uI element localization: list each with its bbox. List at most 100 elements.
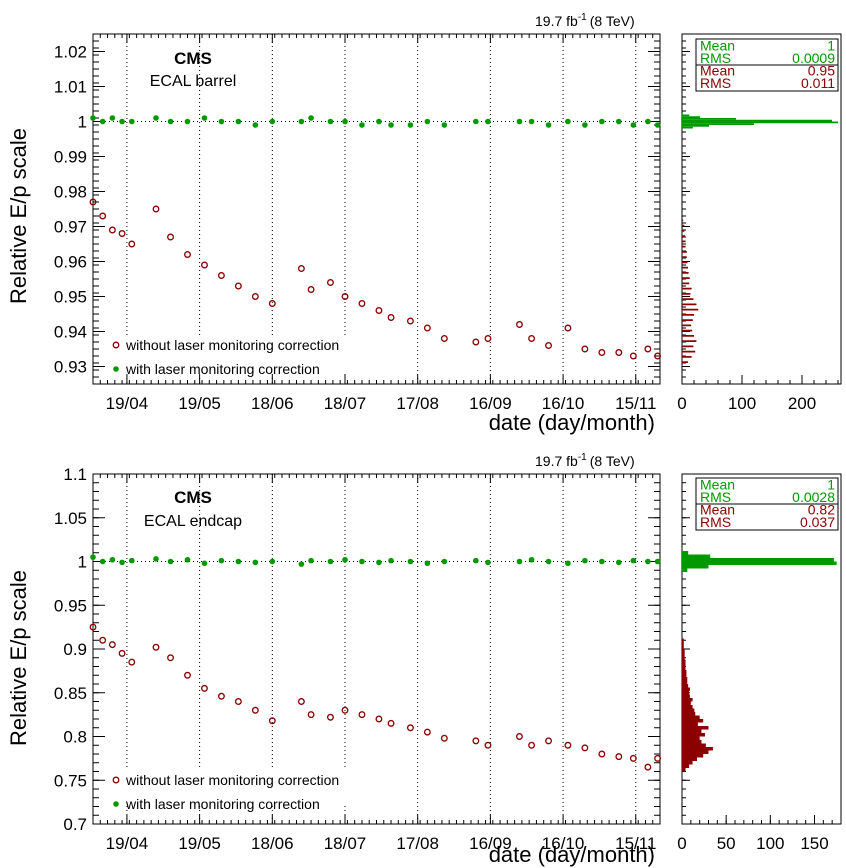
histogram-bar <box>682 740 702 744</box>
histogram-bar <box>682 642 684 646</box>
data-point <box>201 115 208 121</box>
y-tick-label: 1.01 <box>54 78 87 97</box>
data-point <box>630 122 637 128</box>
data-point <box>644 345 652 353</box>
histogram-bar <box>682 119 832 122</box>
data-point <box>341 706 349 714</box>
y-tick-label: 0.8 <box>63 728 87 747</box>
data-point <box>342 556 348 563</box>
histogram-bar <box>682 757 698 761</box>
stats-label: RMS <box>700 50 731 66</box>
data-point <box>528 741 536 749</box>
data-point <box>218 118 225 125</box>
legend-marker-without <box>112 341 120 349</box>
histogram-bar <box>682 722 698 726</box>
histogram-bar <box>682 245 686 248</box>
data-point <box>269 558 276 565</box>
data-point <box>252 559 259 566</box>
data-point <box>184 251 191 258</box>
data-point <box>167 654 174 662</box>
histogram-bar <box>682 680 688 684</box>
x-tick-label: 16/09 <box>469 834 512 853</box>
data-point <box>89 623 97 631</box>
chart-title: CMS <box>174 49 212 68</box>
x-tick-label: 18/07 <box>324 834 367 853</box>
data-point <box>128 240 136 248</box>
data-point <box>516 733 523 740</box>
data-point <box>423 324 431 332</box>
legend-label-with: with laser monitoring correction <box>125 361 320 377</box>
data-point <box>654 558 661 565</box>
stats-box: Mean 1 RMS 0.0009 Mean 0.95 RMS 0.011 <box>695 38 839 92</box>
x-tick-label: 19/04 <box>106 394 149 413</box>
data-point <box>109 556 116 563</box>
histogram-bar <box>682 687 690 691</box>
y-tick-label: 0.93 <box>54 358 87 377</box>
chart-subtitle: ECAL barrel <box>150 73 237 90</box>
histogram-bar <box>682 224 685 227</box>
stats-value: 0.037 <box>800 514 835 530</box>
data-point <box>90 115 96 121</box>
data-point <box>252 122 259 128</box>
series-without-correction <box>89 198 662 360</box>
luminosity-value: 19.7 fb <box>535 453 578 469</box>
data-point <box>358 711 366 719</box>
series-without-correction <box>89 623 662 771</box>
x-axis-label: date (day/month) <box>489 410 655 435</box>
data-point <box>581 345 589 353</box>
luminosity-exponent: -1 <box>578 12 587 23</box>
data-point <box>375 307 383 314</box>
histogram-green <box>682 551 837 572</box>
x-tick-label: 16/10 <box>542 834 585 853</box>
histogram-bar <box>682 698 693 702</box>
data-point <box>327 713 334 721</box>
data-point <box>201 684 208 692</box>
data-point <box>472 338 480 346</box>
data-point <box>598 349 606 356</box>
histogram-bar <box>682 293 691 295</box>
histogram-bar <box>682 677 688 681</box>
histogram-bar <box>682 712 696 716</box>
data-point <box>327 558 334 565</box>
data-point <box>441 558 448 565</box>
data-point <box>268 300 276 307</box>
histogram-bar <box>682 747 713 751</box>
data-point <box>153 556 159 562</box>
stats-label: RMS <box>700 489 731 505</box>
data-point <box>545 342 552 349</box>
legend-marker-with <box>113 366 119 372</box>
data-point <box>201 560 208 567</box>
histogram-bar <box>682 743 706 747</box>
y-tick-label: 0.99 <box>54 148 87 167</box>
histogram-bar <box>682 708 695 712</box>
histogram-bar <box>682 356 692 358</box>
histogram-bar <box>682 663 686 667</box>
data-point <box>99 636 107 644</box>
data-point <box>184 556 191 563</box>
histogram-bar <box>682 123 754 125</box>
data-point <box>308 557 314 564</box>
data-point <box>342 118 348 125</box>
histogram-bar <box>682 121 838 124</box>
luminosity-exponent: -1 <box>578 452 587 463</box>
stats-value: 0.0028 <box>792 489 835 505</box>
histogram-bar <box>682 118 736 120</box>
histogram-bar <box>682 261 688 264</box>
x-tick-label: 18/07 <box>324 394 367 413</box>
y-tick-label: 1 <box>78 553 87 572</box>
x-tick-label: 15/11 <box>615 394 656 413</box>
x-tick-label: 15/11 <box>615 834 656 853</box>
y-tick-label: 0.96 <box>54 253 87 272</box>
data-point <box>269 118 276 125</box>
y-tick-label: 0.85 <box>54 684 87 703</box>
histogram-bar <box>682 251 687 253</box>
histogram-bar <box>682 691 690 695</box>
stats-value: 0.95 <box>808 63 835 79</box>
histogram-bar <box>682 645 684 649</box>
histogram-bar <box>682 761 693 765</box>
histogram-bar <box>682 114 690 117</box>
histogram-bar <box>682 116 700 118</box>
data-point <box>307 711 315 719</box>
data-point <box>565 118 571 125</box>
y-tick-label: 0.94 <box>54 323 87 342</box>
